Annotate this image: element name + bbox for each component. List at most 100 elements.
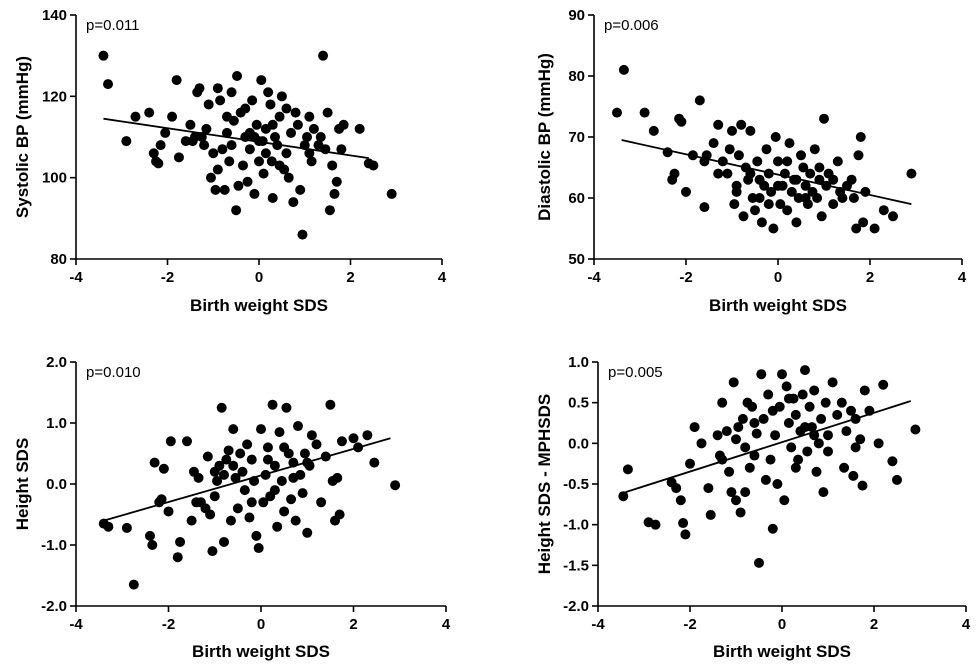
data-point — [773, 156, 783, 167]
scatter-panel-2: 50 60 70 80 90 -4 -2 0 2 4 Birth weight SDS Diastol… — [535, 7, 967, 315]
data-point — [618, 64, 629, 75]
y-tick-label: -2.0 — [563, 598, 589, 615]
data-point — [281, 148, 292, 159]
data-point — [648, 125, 659, 136]
data-point — [208, 148, 219, 159]
data-point — [304, 111, 315, 122]
data-point — [270, 132, 281, 142]
data-point — [244, 144, 255, 155]
data-point — [689, 422, 700, 433]
data-point — [708, 138, 719, 149]
data-point — [793, 454, 804, 465]
x-tick-label: 4 — [438, 269, 447, 286]
data-point — [299, 140, 310, 151]
data-point — [859, 385, 870, 396]
data-point — [761, 144, 772, 155]
data-point — [247, 95, 258, 106]
regression-line — [625, 400, 912, 493]
data-point — [286, 127, 297, 138]
data-point — [215, 95, 226, 106]
x-tick-label: 4 — [962, 616, 971, 633]
data-point — [103, 79, 114, 90]
data-point — [786, 186, 797, 197]
data-point — [906, 168, 917, 179]
data-point — [320, 144, 331, 155]
y-tick-label: 100 — [42, 170, 67, 187]
data-point — [784, 138, 795, 149]
scatter-panel-4: -2.0 -1.5 -1.0 -0.5 0.0 0.5 1.0 -4 -2 0 2 4 Birth we… — [535, 354, 971, 661]
data-point — [173, 152, 184, 163]
scatter-panel-1: 80 100 120 140 -4 -2 0 2 4 Birth weight SDS Systol… — [13, 7, 447, 315]
data-point — [800, 180, 811, 191]
data-point — [727, 125, 737, 136]
data-point — [777, 369, 787, 380]
data-point — [148, 148, 159, 159]
data-point — [251, 119, 262, 130]
data-point — [680, 529, 691, 540]
data-point — [878, 205, 889, 216]
data-point — [717, 156, 728, 167]
data-point — [244, 512, 255, 523]
p-value-annotation: p=0.006 — [604, 17, 659, 34]
data-point — [768, 223, 779, 234]
y-tick-label: -1.0 — [563, 517, 589, 534]
data-point — [302, 527, 313, 538]
data-point — [320, 451, 331, 462]
data-point — [205, 509, 216, 520]
data-point — [226, 140, 237, 151]
data-point — [791, 174, 802, 185]
x-axis-label: Birth weight SDS — [190, 296, 328, 315]
data-point — [249, 132, 260, 142]
data-point — [167, 111, 178, 122]
data-point — [850, 442, 861, 453]
data-point — [726, 487, 737, 498]
data-point — [292, 119, 303, 130]
data-point — [805, 168, 816, 179]
data-point — [260, 469, 271, 480]
data-point — [678, 518, 689, 529]
data-point — [172, 552, 183, 563]
data-point — [675, 495, 686, 506]
data-point — [804, 401, 815, 412]
x-axis-label: Birth weight SDS — [713, 642, 851, 661]
data-point — [740, 487, 751, 498]
data-point — [182, 436, 192, 447]
data-point — [302, 132, 313, 142]
data-point — [781, 381, 792, 392]
data-point — [733, 150, 744, 161]
data-point — [618, 491, 629, 502]
data-point — [242, 439, 253, 450]
data-point — [368, 160, 379, 171]
data-point — [712, 430, 723, 441]
data-point — [790, 462, 801, 473]
regression-line — [103, 437, 391, 522]
data-point — [288, 457, 299, 468]
y-tick-label: 70 — [568, 129, 585, 146]
data-point — [209, 491, 220, 502]
data-point — [155, 140, 166, 151]
data-point — [269, 460, 280, 471]
data-point — [193, 472, 204, 483]
data-point — [812, 193, 823, 203]
data-point — [724, 144, 735, 155]
data-point — [782, 205, 793, 216]
data-point — [329, 188, 340, 199]
y-axis-label: Diastolic BP (mmHg) — [535, 53, 554, 221]
data-point — [232, 71, 243, 81]
scatter-panel-3: -2.0 -1.0 0.0 1.0 2.0 -4 -2 0 2 4 Birth weight SDS… — [13, 354, 451, 661]
x-tick-label: 4 — [958, 269, 967, 286]
data-point — [171, 75, 182, 86]
data-point — [240, 103, 251, 114]
data-point — [814, 162, 825, 173]
y-tick-label: 140 — [42, 7, 67, 24]
data-point — [272, 521, 283, 532]
data-point — [650, 519, 661, 530]
data-point — [747, 193, 758, 203]
x-tick-label: 2 — [349, 616, 357, 633]
data-point — [809, 430, 820, 441]
y-tick-label: -2.0 — [41, 598, 67, 615]
data-point — [216, 402, 227, 413]
data-point — [639, 107, 650, 118]
y-tick-label: 1.0 — [46, 415, 67, 432]
data-point — [353, 442, 364, 453]
